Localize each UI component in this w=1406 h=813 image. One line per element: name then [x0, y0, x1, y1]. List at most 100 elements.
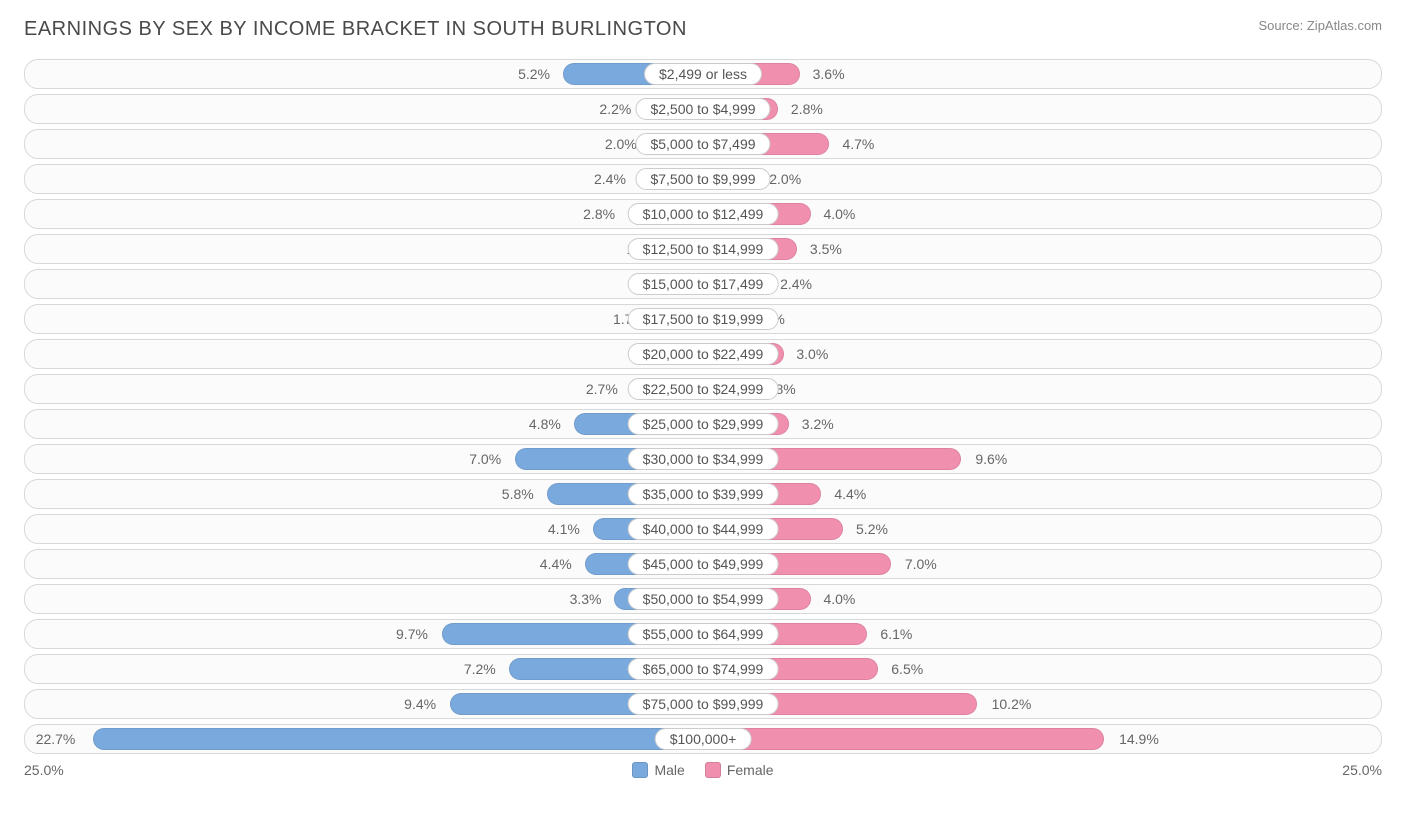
- chart-row: 0.55%2.4%$15,000 to $17,499: [24, 269, 1382, 299]
- bar-container-male: [31, 413, 703, 435]
- chart-row: 4.8%3.2%$25,000 to $29,999: [24, 409, 1382, 439]
- chart-row: 7.2% 6.5% $65,000 to $74,999: [24, 654, 1382, 684]
- bar-container-female: [703, 623, 1375, 645]
- chart-row: 2.4%2.0%$7,500 to $9,999: [24, 164, 1382, 194]
- category-pill: $2,500 to $4,999: [635, 98, 770, 120]
- legend: Male Female: [632, 762, 773, 778]
- bar-female: [703, 728, 1104, 750]
- bar-container-male: [31, 308, 703, 330]
- value-label-female: 14.9%: [1111, 725, 1159, 753]
- category-pill: $40,000 to $44,999: [628, 518, 779, 540]
- value-label-female: 5.2%: [848, 515, 888, 543]
- bar-container-female: [703, 378, 1375, 400]
- diverging-bar-chart: 5.2% 3.6% $2,499 or less2.2% 2.8% $2,500 to …: [24, 59, 1382, 754]
- category-pill: $45,000 to $49,999: [628, 553, 779, 575]
- category-pill: $20,000 to $22,499: [628, 343, 779, 365]
- bar-container-male: [31, 728, 703, 750]
- value-label-male: 5.2%: [518, 60, 558, 88]
- category-pill: $12,500 to $14,999: [628, 238, 779, 260]
- bar-container-male: [31, 133, 703, 155]
- category-pill: $22,500 to $24,999: [628, 378, 779, 400]
- bar-container-male: [31, 343, 703, 365]
- chart-row: 5.8% 4.4% $35,000 to $39,999: [24, 479, 1382, 509]
- value-label-male: 2.8%: [583, 200, 623, 228]
- value-label-female: 4.0%: [815, 585, 855, 613]
- bar-container-female: [703, 203, 1375, 225]
- category-pill: $5,000 to $7,499: [635, 133, 770, 155]
- chart-row: 9.4%10.2%$75,000 to $99,999: [24, 689, 1382, 719]
- category-pill: $17,500 to $19,999: [628, 308, 779, 330]
- legend-label-male: Male: [654, 762, 684, 778]
- category-pill: $100,000+: [655, 728, 752, 750]
- value-label-female: 3.6%: [805, 60, 845, 88]
- value-label-male: 7.0%: [469, 445, 509, 473]
- bar-container-female: [703, 518, 1375, 540]
- bar-container-male: [31, 63, 703, 85]
- bar-container-male: [31, 483, 703, 505]
- value-label-male: 4.8%: [529, 410, 569, 438]
- bar-container-female: [703, 133, 1375, 155]
- value-label-female: 7.0%: [897, 550, 937, 578]
- chart-row: 4.4%7.0%$45,000 to $49,999: [24, 549, 1382, 579]
- category-pill: $65,000 to $74,999: [628, 658, 779, 680]
- bar-male: [93, 728, 703, 750]
- source-label: Source: ZipAtlas.com: [1258, 18, 1382, 33]
- axis-max-right: 25.0%: [1342, 762, 1382, 778]
- bar-container-female: [703, 588, 1375, 610]
- chart-row: 2.0%4.7%$5,000 to $7,499: [24, 129, 1382, 159]
- value-label-male: 2.7%: [586, 375, 626, 403]
- value-label-male: 2.4%: [594, 165, 634, 193]
- chart-row: 1.2%3.5%$12,500 to $14,999: [24, 234, 1382, 264]
- value-label-female: 4.0%: [815, 200, 855, 228]
- bar-container-male: [31, 553, 703, 575]
- chart-row: 22.7% 14.9% $100,000+: [24, 724, 1382, 754]
- bar-container-male: [31, 623, 703, 645]
- value-label-female: 2.8%: [783, 95, 823, 123]
- bar-container-male: [31, 693, 703, 715]
- bar-container-male: [31, 658, 703, 680]
- chart-row: 4.1% 5.2% $40,000 to $44,999: [24, 514, 1382, 544]
- chart-row: 2.8%4.0%$10,000 to $12,499: [24, 199, 1382, 229]
- chart-row: 2.7%1.8%$22,500 to $24,999: [24, 374, 1382, 404]
- category-pill: $50,000 to $54,999: [628, 588, 779, 610]
- legend-item-female: Female: [705, 762, 774, 778]
- chart-footer: 25.0% Male Female 25.0%: [24, 762, 1382, 778]
- chart-row: 2.2% 2.8% $2,500 to $4,999: [24, 94, 1382, 124]
- axis-max-left: 25.0%: [24, 762, 64, 778]
- value-label-male: 2.2%: [599, 95, 639, 123]
- category-pill: $75,000 to $99,999: [628, 693, 779, 715]
- value-label-female: 3.5%: [802, 235, 842, 263]
- category-pill: $55,000 to $64,999: [628, 623, 779, 645]
- chart-row: 1.1%3.0%$20,000 to $22,499: [24, 339, 1382, 369]
- chart-row: 1.7%1.4%$17,500 to $19,999: [24, 304, 1382, 334]
- value-label-male: 3.3%: [570, 585, 610, 613]
- category-pill: $15,000 to $17,499: [628, 273, 779, 295]
- category-pill: $7,500 to $9,999: [635, 168, 770, 190]
- value-label-male: 5.8%: [502, 480, 542, 508]
- value-label-male: 22.7%: [36, 725, 84, 753]
- bar-container-male: [31, 448, 703, 470]
- bar-container-female: [703, 308, 1375, 330]
- bar-container-male: [31, 238, 703, 260]
- value-label-female: 3.0%: [788, 340, 828, 368]
- category-pill: $2,499 or less: [644, 63, 762, 85]
- bar-container-female: [703, 658, 1375, 680]
- chart-row: 7.0%9.6%$30,000 to $34,999: [24, 444, 1382, 474]
- value-label-female: 4.7%: [834, 130, 874, 158]
- category-pill: $35,000 to $39,999: [628, 483, 779, 505]
- value-label-female: 4.4%: [826, 480, 866, 508]
- legend-label-female: Female: [727, 762, 774, 778]
- value-label-female: 6.5%: [883, 655, 923, 683]
- chart-row: 9.7% 6.1% $55,000 to $64,999: [24, 619, 1382, 649]
- value-label-male: 9.7%: [396, 620, 436, 648]
- value-label-female: 10.2%: [984, 690, 1032, 718]
- bar-container-female: [703, 483, 1375, 505]
- header: EARNINGS BY SEX BY INCOME BRACKET IN SOU…: [24, 18, 1382, 41]
- category-pill: $25,000 to $29,999: [628, 413, 779, 435]
- bar-container-female: [703, 693, 1375, 715]
- value-label-male: 7.2%: [464, 655, 504, 683]
- value-label-female: 6.1%: [872, 620, 912, 648]
- value-label-male: 4.1%: [548, 515, 588, 543]
- bar-container-female: [703, 553, 1375, 575]
- value-label-female: 9.6%: [967, 445, 1007, 473]
